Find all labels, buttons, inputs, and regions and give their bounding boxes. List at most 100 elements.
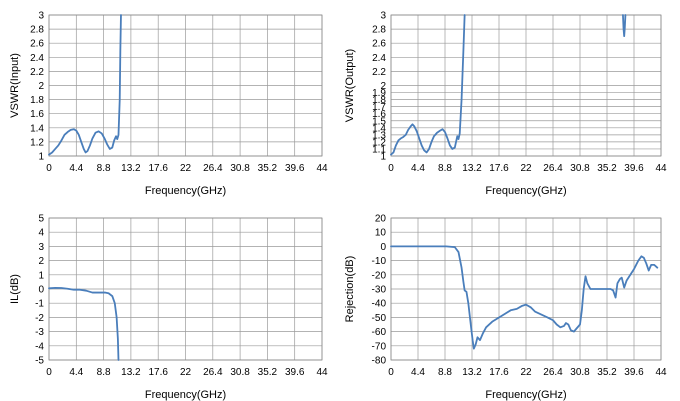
x-tick-label: 17.6 (148, 163, 168, 174)
y-tick-label: -20 (372, 270, 387, 281)
y-tick-label: -60 (372, 327, 387, 338)
vswr-output-chart: 0 4.4 8.8 13.2 17.6 22 26.4 30.8 35.2 39.6 4411.11… (344, 11, 667, 198)
x-tick-label: 13.2 (121, 163, 141, 174)
y-tick-label: 1.6 (30, 109, 44, 120)
y-tick-label: 2.8 (372, 25, 386, 36)
x-tick-label: 39.6 (285, 367, 305, 378)
x-tick-label: 8.8 (438, 163, 452, 174)
y-tick-label: 1.6 (372, 109, 386, 120)
y-tick-label: 1 (38, 270, 44, 281)
vswr-input-chart: 0 4.4 8.8 13.2 17.6 22 26.4 30.8 35.2 39.6 44 1 1.2 1… (9, 11, 328, 198)
y-tick-label: 1 (38, 152, 44, 163)
x-tick-label: 26.4 (203, 163, 223, 174)
y-tick-label: 1.4 (30, 123, 44, 134)
y-tick-label: 1 (380, 152, 386, 163)
x-tick-label: 8.8 (97, 163, 111, 174)
x-axis-title: Frequency(GHz) (145, 389, 226, 401)
y-tick-label: 2.6 (30, 39, 44, 50)
y-tick-label: -30 (372, 285, 387, 296)
x-tick-label: 22 (180, 163, 192, 174)
series-line (622, 14, 627, 38)
x-tick-label: 35.2 (258, 163, 278, 174)
y-tick-label: -80 (372, 356, 387, 367)
y-tick-label: 2.2 (30, 67, 44, 78)
x-tick-label: 35.2 (597, 367, 617, 378)
y-tick-label: 1.5 (372, 116, 386, 127)
y-tick-label: 0 (38, 285, 44, 296)
y-tick-label: 2 (38, 256, 44, 267)
y-tick-label: -3 (35, 327, 44, 338)
x-tick-label: 0 (46, 367, 52, 378)
insertion-loss-chart: 0 4.4 8.8 13.2 17.6 22 26.4 30.8 35.2 39.6 44 -5 -4 -… (9, 214, 328, 401)
y-axis-title: VSWR(Output) (344, 49, 356, 122)
x-axis-title: Frequency(GHz) (485, 185, 566, 197)
y-tick-label: 10 (375, 228, 387, 239)
y-tick-label: 2.4 (30, 53, 44, 64)
plot-area-frame (390, 14, 662, 157)
y-axis-title: Rejection(dB) (344, 256, 356, 323)
y-axis-title: IL(dB) (9, 274, 21, 304)
series-line (48, 14, 122, 156)
series-line (390, 14, 466, 156)
y-tick-label: -1 (35, 299, 44, 310)
plot-area-frame (48, 14, 323, 157)
x-tick-label: 0 (388, 367, 394, 378)
y-tick-label: 20 (375, 214, 387, 225)
x-tick-label: 44 (655, 163, 667, 174)
x-tick-label: 30.8 (230, 163, 250, 174)
x-tick-label: 26.4 (543, 163, 563, 174)
x-tick-label: 13.2 (462, 163, 482, 174)
y-tick-label: -4 (35, 341, 44, 352)
y-tick-label: 2.8 (30, 25, 44, 36)
x-tick-label: 22 (180, 367, 192, 378)
y-tick-label: 1.2 (30, 137, 44, 148)
x-tick-label: 13.2 (121, 367, 141, 378)
x-tick-label: 13.2 (462, 367, 482, 378)
x-tick-label: 39.6 (624, 367, 644, 378)
y-tick-label: 2.4 (372, 53, 386, 64)
y-tick-label: -2 (35, 313, 44, 324)
y-tick-label: 1.8 (30, 95, 44, 106)
x-tick-label: 17.6 (489, 367, 509, 378)
x-axis-title: Frequency(GHz) (485, 389, 566, 401)
x-tick-label: 22 (520, 163, 532, 174)
x-tick-label: 22 (520, 367, 532, 378)
y-tick-label: 1.3 (372, 130, 386, 141)
y-tick-label: 2.2 (372, 67, 386, 78)
y-tick-label: 5 (38, 214, 44, 225)
x-tick-label: 8.8 (438, 367, 452, 378)
x-tick-label: 30.8 (570, 367, 590, 378)
y-tick-label: 3 (380, 11, 386, 22)
y-tick-label: -10 (372, 256, 387, 267)
y-tick-label: -40 (372, 299, 387, 310)
x-tick-label: 8.8 (97, 367, 111, 378)
x-tick-label: 26.4 (203, 367, 223, 378)
y-tick-label: 1.8 (372, 95, 386, 106)
x-tick-label: 39.6 (624, 163, 644, 174)
y-tick-label: 1.9 (372, 88, 386, 99)
x-tick-label: 17.6 (489, 163, 509, 174)
rejection-chart: 0 4.4 8.8 13.2 17.6 22 26.4 30.8 35.2 39.6 44 -80 -7… (344, 214, 667, 401)
y-tick-label: 2 (38, 81, 44, 92)
y-tick-label: 2 (380, 81, 386, 92)
x-tick-label: 44 (655, 367, 667, 378)
x-tick-label: 17.6 (148, 367, 168, 378)
y-tick-label: 1.2 (372, 137, 386, 148)
y-tick-label: 1.1 (372, 144, 386, 155)
series-line (390, 245, 659, 350)
x-tick-label: 0 (388, 163, 394, 174)
y-axis-title: VSWR(Input) (9, 53, 21, 118)
x-tick-label: 0 (46, 163, 52, 174)
y-tick-label: 1.7 (372, 102, 386, 113)
y-tick-label: 2.6 (372, 39, 386, 50)
x-tick-label: 30.8 (570, 163, 590, 174)
y-tick-label: 3 (38, 242, 44, 253)
x-tick-label: 35.2 (597, 163, 617, 174)
x-tick-label: 26.4 (543, 367, 563, 378)
x-tick-label: 4.4 (411, 163, 425, 174)
y-tick-label: 1.4 (372, 123, 386, 134)
x-tick-label: 30.8 (230, 367, 250, 378)
x-axis-title: Frequency(GHz) (145, 185, 226, 197)
x-tick-label: 35.2 (258, 367, 278, 378)
